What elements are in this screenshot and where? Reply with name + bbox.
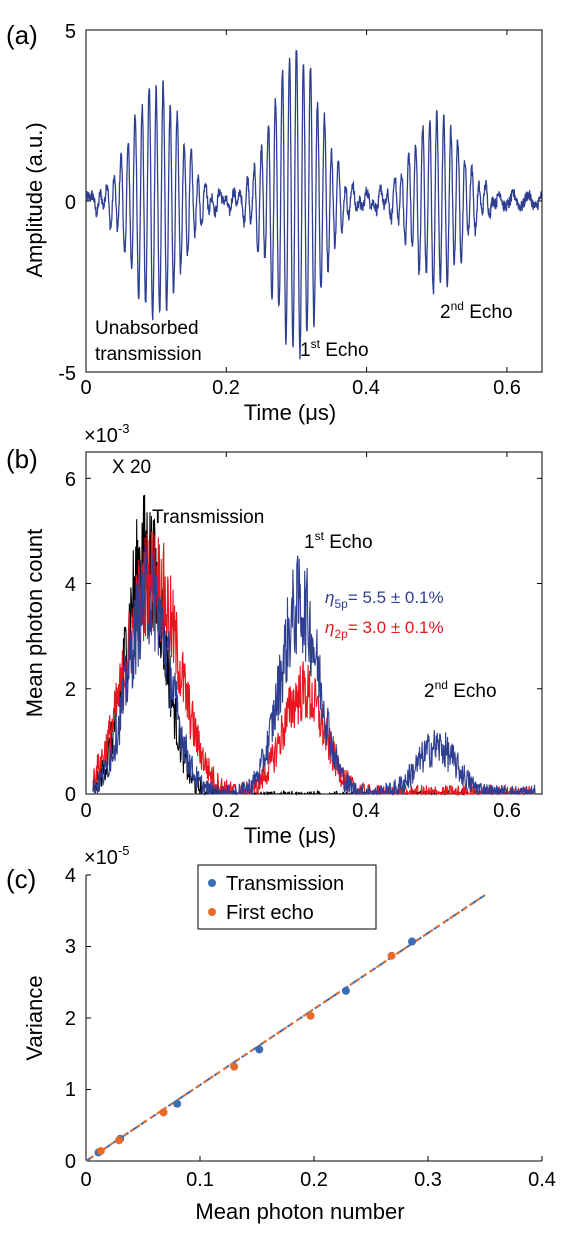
panel-a-xlabel: Time (μs) [244,400,337,425]
panel-c-exponent: ×10-5 [84,843,130,869]
panel-c-xtick-0.1: 0.1 [186,1169,214,1191]
first-echo-point-5 [387,951,396,960]
legend-marker-transmission [208,879,216,887]
panel-b-exponent: ×10-3 [84,421,130,447]
panel-a-ytick-neg5: -5 [58,363,76,385]
transmission-point-4 [341,986,350,995]
annotation-b-first-echo: 1st Echo [304,529,373,553]
panel-b-ytick-0: 0 [65,784,76,806]
first-echo-point-4 [306,1011,315,1020]
panel-b-red-trace [92,530,536,797]
panel-b-xtick-0.6: 0.6 [493,800,521,822]
first-echo-point-3 [230,1062,239,1071]
first-echo-point-0 [96,1146,105,1155]
legend-marker-first-echo [208,908,216,916]
panel-b-ytick-6: 6 [65,469,76,491]
panel-a: (a) 5 0 -5 0 0.2 0.4 0.6 Time (μs) Ampli… [6,20,543,425]
panel-c-xtick-0.3: 0.3 [414,1169,442,1191]
panel-b-ytick-2: 2 [65,679,76,701]
annotation-first-echo: 1st Echo [300,337,369,361]
panel-b-blue-trace [92,545,536,797]
panel-a-ticks [85,29,542,373]
panel-c: (c) ×10-5 0 1 2 3 4 0 0.1 0.2 0.3 0.4 Me… [6,843,556,1224]
panel-c-xtick-0.2: 0.2 [300,1169,328,1191]
panel-b-label: (b) [6,444,38,474]
annotation-b-transmission: Transmission [152,507,264,528]
panel-a-label: (a) [6,20,38,50]
annotation-eta-2p: η2p= 3.0 ± 0.1% [325,618,444,641]
panel-c-ytick-2: 2 [65,1008,76,1030]
transmission-point-5 [408,937,417,946]
legend-label-transmission: Transmission [226,873,344,895]
annotation-second-echo: 2nd Echo [440,299,513,323]
panel-c-xlabel: Mean photon number [195,1199,404,1224]
panel-c-ytick-1: 1 [65,1079,76,1101]
legend-label-first-echo: First echo [226,902,314,924]
panel-b-traces [92,494,536,797]
fit-line-1 [85,894,486,1162]
panel-a-xtick-0: 0 [80,377,91,399]
panel-a-xtick-0.6: 0.6 [493,377,521,399]
panel-a-ytick-5: 5 [65,21,76,43]
annotation-transmission: transmission [95,344,202,365]
panel-b-xtick-0: 0 [80,800,91,822]
panel-c-plot-area [85,894,486,1162]
panel-b-ytick-4: 4 [65,574,76,596]
panel-c-ytick-4: 4 [65,865,76,887]
legend-box [197,864,377,930]
panel-b-ylabel: Mean photon count [22,529,47,717]
panel-a-ylabel: Amplitude (a.u.) [22,122,47,277]
panel-c-legend: Transmission First echo [197,864,377,930]
panel-c-xtick-0.4: 0.4 [528,1169,556,1191]
panel-b-xtick-0.2: 0.2 [212,800,240,822]
first-echo-point-2 [159,1108,168,1117]
transmission-point-2 [173,1099,182,1108]
transmission-point-3 [255,1045,264,1054]
panel-b: (b) ×10-3 0 2 4 6 0 0.2 0.4 0.6 Time (μs… [6,421,543,848]
panel-c-ytick-3: 3 [65,936,76,958]
annotation-b-second-echo: 2nd Echo [424,678,497,702]
annotation-eta-5p: η5p= 5.5 ± 0.1% [325,588,444,611]
panel-a-xtick-0.2: 0.2 [212,377,240,399]
panel-c-ytick-0: 0 [65,1151,76,1173]
panel-a-xtick-0.4: 0.4 [352,377,380,399]
panel-a-ytick-0: 0 [65,192,76,214]
panel-c-ylabel: Variance [22,975,47,1060]
panel-a-signal-trace [85,50,543,360]
panel-c-xtick-0: 0 [80,1169,91,1191]
panel-b-xtick-0.4: 0.4 [352,800,380,822]
panel-c-label: (c) [6,864,36,894]
annotation-x20: X 20 [112,457,151,478]
panel-b-xlabel: Time (μs) [244,823,337,848]
annotation-unabsorbed: Unabsorbed [95,318,199,339]
first-echo-point-1 [115,1136,124,1145]
